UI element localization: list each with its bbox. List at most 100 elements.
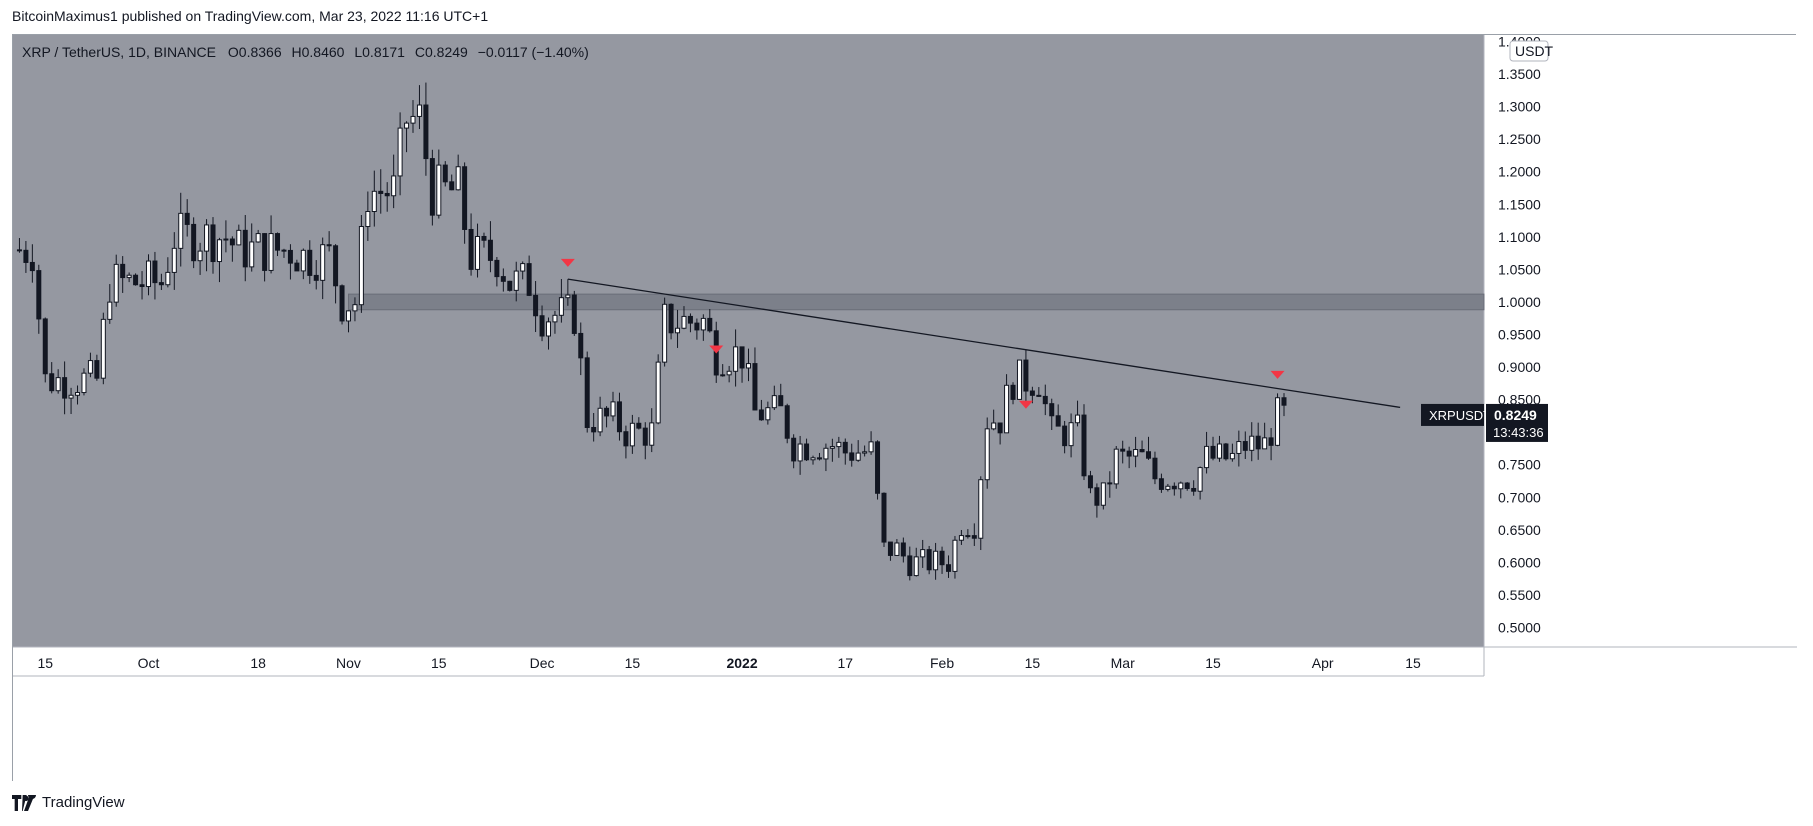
candle-down: [707, 317, 713, 332]
candle-down: [1210, 445, 1216, 459]
candle-down: [1126, 450, 1132, 457]
resistance-marker-icon: [709, 345, 724, 354]
candle-up: [358, 226, 364, 306]
candle-up: [862, 451, 868, 454]
candle-down: [158, 282, 164, 286]
footer-brand[interactable]: TradingView: [12, 794, 125, 811]
candle-up: [320, 244, 326, 281]
candle-up: [836, 441, 842, 448]
legend-open-label: O: [227, 44, 239, 60]
legend-high: 0.8460: [301, 44, 345, 60]
candle-up: [655, 361, 661, 424]
candle-down: [642, 427, 648, 446]
time-tick-label: Dec: [530, 655, 555, 671]
candle-up: [649, 422, 655, 446]
candle-down: [1158, 478, 1164, 490]
candle-up: [397, 127, 403, 177]
candle-down: [326, 244, 332, 247]
price-tick-label: 0.5000: [1498, 619, 1541, 635]
candle-down: [29, 261, 35, 272]
price-tick-label: 1.3000: [1498, 99, 1541, 115]
candle-down: [229, 238, 235, 246]
price-tick-label: 1.1000: [1498, 229, 1541, 245]
candle-down: [333, 245, 339, 287]
candle-up: [913, 556, 919, 577]
candle-up: [436, 164, 442, 216]
candle-up: [1165, 485, 1171, 490]
candle-up: [1113, 448, 1119, 485]
candle-up: [520, 263, 526, 272]
price-tick-label: 0.7500: [1498, 457, 1541, 473]
time-tick-label: Nov: [336, 655, 361, 671]
candle-up: [662, 303, 668, 363]
candle-up: [165, 271, 171, 286]
descending-trendline: [567, 278, 1401, 409]
candle-down: [791, 437, 797, 462]
candle-down: [313, 274, 319, 281]
candle-down: [539, 315, 545, 337]
currency-badge: [1509, 40, 1549, 62]
candle-up: [223, 238, 229, 241]
candle-up: [513, 270, 519, 291]
time-tick-label: 18: [250, 655, 266, 671]
candle-down: [1087, 475, 1093, 489]
time-tick-label: Oct: [138, 655, 160, 671]
candle-up: [475, 235, 481, 270]
candle-down: [604, 407, 610, 417]
candle-up: [771, 395, 777, 409]
candle-up: [55, 377, 61, 392]
candle-up: [145, 260, 151, 288]
resistance-marker-icon: [1018, 400, 1033, 409]
legend-open: 0.8366: [238, 44, 282, 60]
candle-up: [204, 224, 210, 252]
candle-down: [139, 284, 145, 288]
candle-down: [184, 212, 190, 225]
candle-down: [804, 443, 810, 461]
candle-up: [100, 318, 106, 379]
time-tick-label: Apr: [1312, 655, 1334, 671]
candle-down: [687, 315, 693, 324]
candle-down: [242, 229, 248, 268]
candle-down: [578, 332, 584, 359]
candle-up: [113, 263, 119, 303]
candle-up: [597, 407, 603, 433]
candle-up: [952, 539, 958, 572]
candle-down: [1146, 451, 1152, 459]
plot-background: [13, 35, 1484, 647]
candle-down: [1023, 359, 1029, 392]
price-axis-background: [1484, 35, 1797, 647]
chart-frame[interactable]: 1.40001.35001.30001.25001.20001.15001.10…: [12, 34, 1797, 782]
candle-up: [545, 321, 551, 337]
candle-up: [126, 274, 132, 279]
candlestick-chart[interactable]: 1.40001.35001.30001.25001.20001.15001.10…: [13, 35, 1797, 782]
candle-up: [978, 479, 984, 539]
candle-down: [926, 549, 932, 571]
time-tick-label: Mar: [1111, 655, 1135, 671]
candle-down: [1036, 394, 1042, 397]
price-tick-label: 0.6500: [1498, 522, 1541, 538]
tradingview-logo-icon: [12, 794, 36, 811]
footer-brand-label: TradingView: [42, 794, 125, 811]
legend-close-label: C: [414, 44, 425, 60]
candle-down: [842, 441, 848, 454]
price-tick-label: 1.0000: [1498, 294, 1541, 310]
legend-high-label: H: [291, 44, 302, 60]
candle-up: [410, 115, 416, 124]
candle-down: [616, 401, 622, 433]
candle-down: [1184, 482, 1190, 489]
candle-up: [1197, 467, 1203, 492]
candle-down: [965, 535, 971, 538]
legend-low-label: L: [354, 44, 363, 60]
candle-down: [668, 303, 674, 334]
candle-down: [636, 422, 642, 429]
candle-down: [1281, 397, 1287, 406]
candle-up: [991, 422, 997, 430]
resistance-zone: [347, 293, 1485, 311]
last-price-box: [1486, 403, 1548, 442]
candle-down: [849, 452, 855, 461]
publisher-line: BitcoinMaximus1 published on TradingView…: [12, 8, 489, 24]
candle-down: [694, 322, 700, 331]
candle-down: [281, 249, 287, 252]
candle-down: [1081, 414, 1087, 477]
candle-down: [494, 259, 500, 278]
